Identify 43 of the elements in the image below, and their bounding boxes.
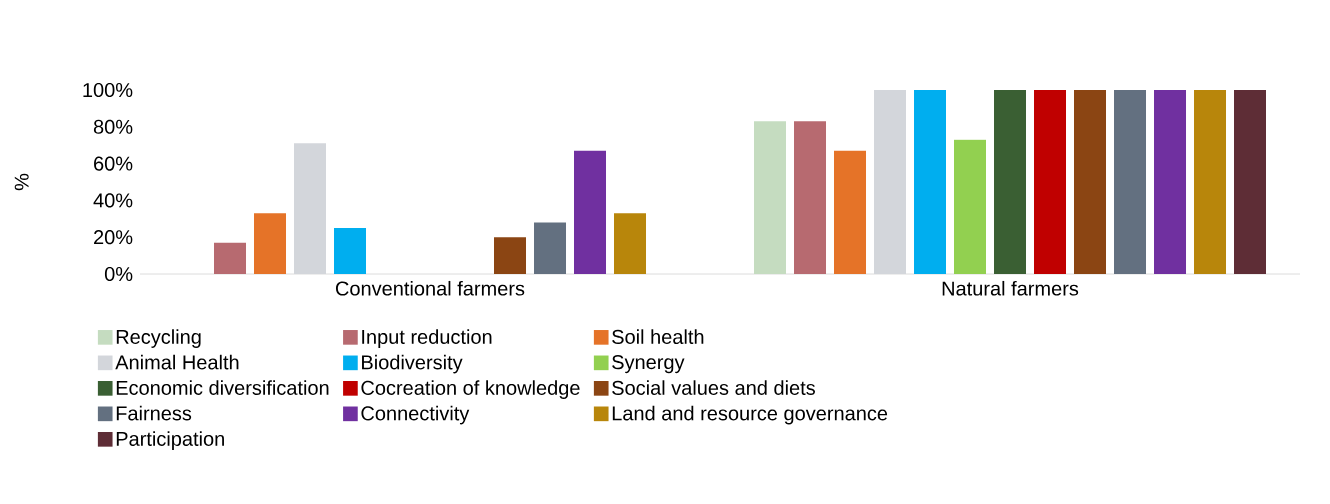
bar <box>494 237 526 274</box>
bar <box>574 150 607 274</box>
legend-label: Economic diversification <box>116 380 329 395</box>
bar <box>994 90 1027 274</box>
legend-label: Participation <box>116 431 224 450</box>
bar <box>954 139 987 274</box>
y-tick-label: 100% <box>83 82 133 98</box>
legend-label: Biodiversity <box>362 354 463 374</box>
bar <box>1154 90 1187 274</box>
legend-label: Recycling <box>116 329 201 348</box>
legend-label: Social values and diets <box>612 380 815 395</box>
legend-label: Land and resource governance <box>612 405 888 425</box>
bar <box>1114 90 1147 274</box>
bar <box>254 213 287 274</box>
bar <box>874 90 907 274</box>
bar <box>614 213 647 274</box>
y-tick-label: 0% <box>104 266 133 282</box>
legend-label: Input reduction <box>362 329 492 348</box>
bar <box>754 121 787 274</box>
legend-label: Synergy <box>612 355 685 374</box>
legend-label: Connectivity <box>361 405 470 425</box>
bar <box>1194 90 1227 274</box>
bar <box>834 150 867 274</box>
x-tick-label: Natural farmers <box>942 280 1079 296</box>
y-tick-label: 60% <box>94 156 133 171</box>
legend-label: Fairness <box>116 405 192 421</box>
bar <box>794 121 827 274</box>
bar <box>1034 90 1067 274</box>
legend-label: Animal Health <box>115 354 239 370</box>
y-tick-label: 20% <box>94 230 133 245</box>
bar <box>214 242 247 274</box>
bar <box>1234 90 1267 274</box>
bar <box>334 228 367 274</box>
y-tick-label: 40% <box>93 193 133 208</box>
legend-label: Soil health <box>612 329 704 344</box>
bar <box>1074 90 1107 274</box>
x-tick-label: Conventional farmers <box>335 280 525 296</box>
bar <box>534 222 567 274</box>
y-tick-label: 80% <box>93 119 133 134</box>
y-axis-title: % <box>14 173 29 191</box>
bar <box>294 143 326 274</box>
bar <box>914 90 947 274</box>
legend-label: Cocreation of knowledge <box>361 380 580 399</box>
